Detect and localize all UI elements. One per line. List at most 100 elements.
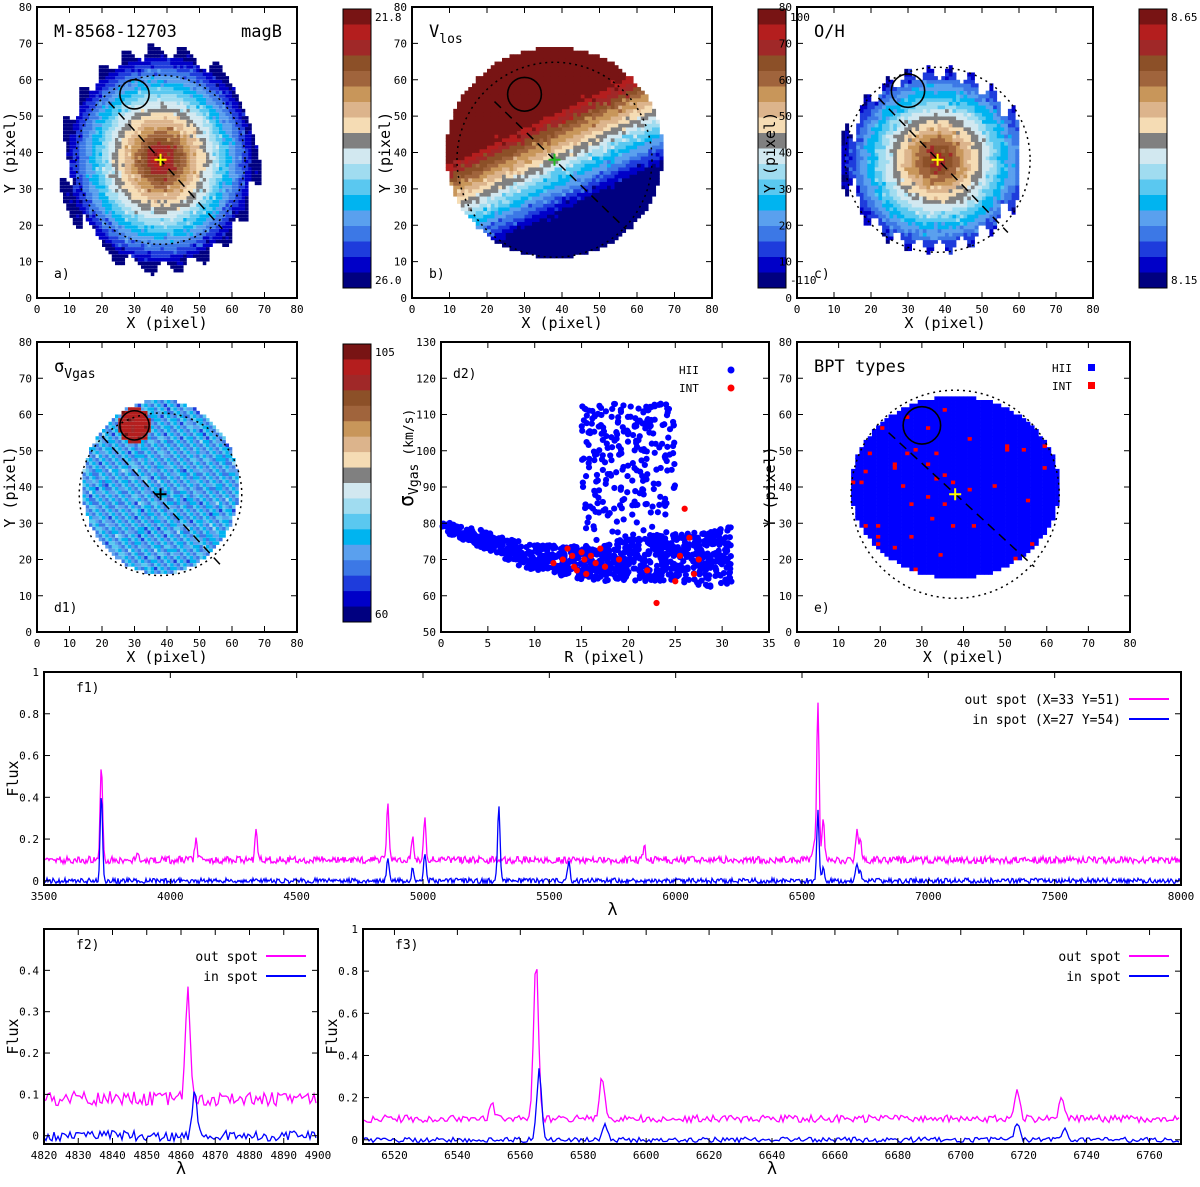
map-pixel <box>228 116 233 120</box>
map-pixel <box>550 83 555 88</box>
map-pixel <box>137 254 142 258</box>
map-pixel <box>154 156 158 160</box>
map-pixel <box>532 188 537 193</box>
map-pixel <box>196 76 200 80</box>
map-pixel <box>154 50 158 55</box>
map-pixel <box>95 196 100 200</box>
map-pixel <box>82 207 87 211</box>
map-pixel <box>475 123 480 128</box>
map-pixel <box>193 239 197 244</box>
map-pixel <box>558 247 563 252</box>
map-pixel <box>472 181 477 186</box>
map-pixel <box>505 130 510 135</box>
map-pixel <box>460 112 465 117</box>
map-pixel <box>550 243 555 248</box>
map-pixel <box>222 210 226 215</box>
map-pixel <box>520 57 525 62</box>
map-pixel <box>603 228 608 233</box>
map-pixel <box>584 130 589 135</box>
map-pixel <box>483 119 488 124</box>
map-pixel <box>580 79 585 84</box>
map-pixel <box>543 134 548 139</box>
map-pixel <box>180 265 184 269</box>
map-pixel <box>128 210 132 215</box>
map-pixel <box>128 57 132 62</box>
map-pixel <box>535 137 540 142</box>
map-pixel <box>569 207 574 212</box>
map-pixel <box>215 123 220 127</box>
map-pixel <box>59 185 64 189</box>
map-pixel <box>565 119 570 124</box>
map-pixel <box>170 192 174 197</box>
map-pixel <box>498 152 503 157</box>
map-pixel <box>118 247 122 251</box>
map-pixel <box>115 163 119 167</box>
map-pixel <box>111 167 116 171</box>
map-pixel <box>543 156 548 161</box>
map-pixel <box>565 177 570 183</box>
map-pixel <box>176 247 181 251</box>
map-pixel <box>72 181 77 186</box>
map-pixel <box>569 47 574 52</box>
map-pixel <box>517 188 522 193</box>
map-pixel <box>163 156 168 160</box>
map-pixel <box>554 170 559 175</box>
map-pixel <box>209 217 213 222</box>
map-pixel <box>186 97 191 102</box>
map-pixel <box>157 119 161 124</box>
map-pixel <box>137 261 142 266</box>
map-pixel <box>490 145 495 150</box>
map-pixel <box>483 94 488 99</box>
map-pixel <box>464 130 469 135</box>
map-pixel <box>528 105 533 110</box>
map-pixel <box>215 188 220 193</box>
map-pixel <box>464 119 469 124</box>
map-pixel <box>445 152 450 157</box>
map-pixel <box>199 119 204 124</box>
map-pixel <box>202 196 207 200</box>
map-pixel <box>539 97 544 102</box>
map-pixel <box>76 217 80 222</box>
map-pixel <box>209 116 213 120</box>
map-pixel <box>565 101 570 106</box>
map-pixel <box>232 119 236 124</box>
map-pixel <box>595 228 600 233</box>
map-pixel <box>199 123 204 127</box>
map-pixel <box>92 217 96 222</box>
map-pixel <box>457 116 462 121</box>
map-pixel <box>118 210 122 215</box>
map-pixel <box>180 130 184 135</box>
map-pixel <box>562 199 567 204</box>
map-pixel <box>154 108 158 113</box>
map-pixel <box>535 214 540 219</box>
map-pixel <box>505 174 510 179</box>
map-pixel <box>547 196 552 201</box>
map-pixel <box>157 148 161 153</box>
map-pixel <box>535 199 540 204</box>
map-pixel <box>131 76 135 80</box>
map-pixel <box>580 101 585 106</box>
x-tick-label: 50 <box>193 303 206 316</box>
colorbar-swatch <box>343 117 371 134</box>
map-pixel <box>520 90 525 95</box>
map-pixel <box>573 192 578 197</box>
map-pixel <box>105 152 109 157</box>
map-pixel <box>502 105 507 110</box>
map-pixel <box>176 221 181 226</box>
map-pixel <box>167 214 171 218</box>
map-pixel <box>524 167 529 172</box>
map-pixel <box>524 112 529 117</box>
map-pixel <box>490 123 495 128</box>
map-pixel <box>212 196 217 200</box>
map-pixel <box>170 130 174 135</box>
map-pixel <box>121 90 126 95</box>
map-pixel <box>498 112 503 117</box>
map-pixel <box>219 68 223 73</box>
map-pixel <box>528 94 533 99</box>
map-pixel <box>558 50 563 55</box>
map-pixel <box>98 90 103 95</box>
map-pixel <box>183 50 187 55</box>
map-pixel <box>554 119 559 124</box>
map-pixel <box>513 137 518 142</box>
map-pixel <box>603 145 608 150</box>
